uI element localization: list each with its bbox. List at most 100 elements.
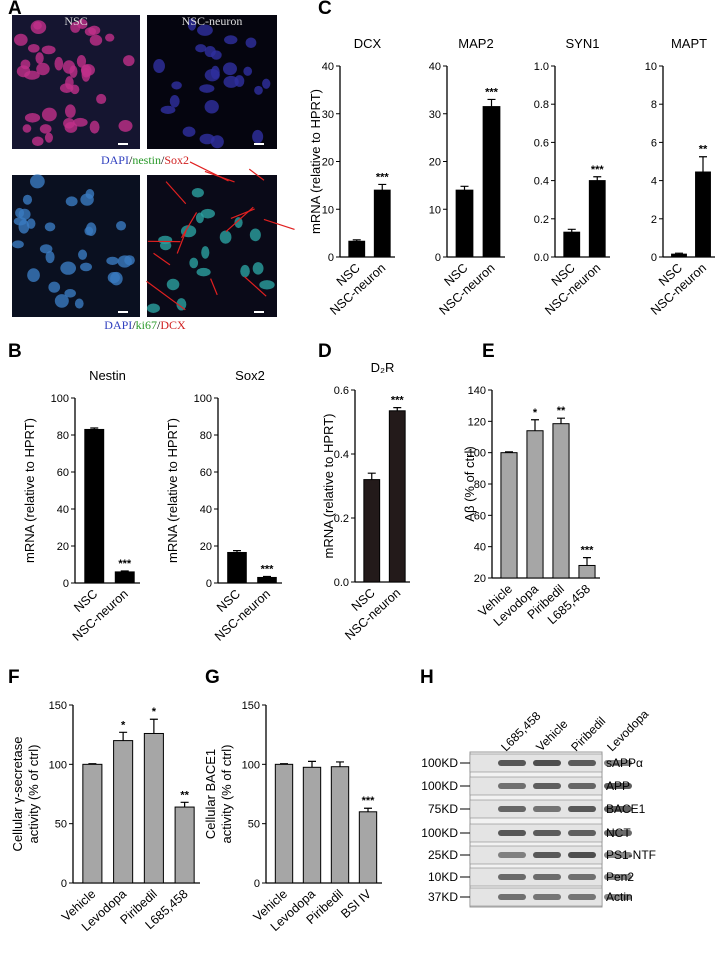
y-tick-label: 20 <box>200 541 212 553</box>
cell <box>76 54 87 68</box>
y-tick-label: 150 <box>242 700 260 712</box>
y-axis-label: mRNA (relative to HPRT) <box>165 418 180 563</box>
cell <box>14 33 28 46</box>
y-tick-label: 1.0 <box>534 61 549 73</box>
cell <box>105 33 115 42</box>
legend-part: Sox2 <box>164 153 189 167</box>
error-bar <box>280 763 288 765</box>
y-tick-label: 20 <box>322 157 334 169</box>
chart-title: D₂R <box>371 360 395 375</box>
cell <box>39 124 52 134</box>
y-tick-label: 80 <box>57 430 69 442</box>
legend-part: nestin <box>132 153 161 167</box>
y-tick-label: 40 <box>474 542 486 554</box>
band <box>533 783 561 789</box>
y-tick-label: 8 <box>651 99 657 111</box>
y-tick-label: 100 <box>49 759 67 771</box>
panel-label: D <box>318 341 332 362</box>
cell <box>85 222 97 237</box>
cell <box>118 120 133 132</box>
bar <box>588 180 606 258</box>
panel-label: G <box>205 667 220 688</box>
neurite <box>244 276 267 297</box>
cell <box>259 280 275 290</box>
band <box>568 894 596 900</box>
legend-part: / <box>161 153 165 167</box>
cell <box>153 59 165 73</box>
error-bar <box>557 417 565 424</box>
x-tick-label: NSC-neuron <box>212 587 273 644</box>
cell <box>89 120 100 134</box>
significance: *** <box>261 564 275 576</box>
band <box>533 806 561 812</box>
band <box>498 830 526 836</box>
cell <box>48 281 61 293</box>
band <box>568 874 596 880</box>
bar <box>526 430 544 579</box>
panel-label: B <box>8 341 22 362</box>
cell <box>44 222 56 232</box>
significance: * <box>121 719 126 731</box>
error-bar <box>487 98 496 107</box>
y-tick-label: 100 <box>242 759 260 771</box>
image-label: NSC-neuron <box>182 14 243 28</box>
legend-part: ki67 <box>136 318 157 332</box>
y-tick-label: 0 <box>61 878 67 890</box>
y-tick-label: 60 <box>200 467 212 479</box>
neurite <box>180 212 198 239</box>
y-tick-label: 10 <box>429 204 441 216</box>
bar <box>671 253 687 258</box>
y-tick-label: 0.4 <box>534 176 549 188</box>
cell <box>171 81 182 90</box>
y-axis-label: Cellular BACE1 <box>203 749 218 839</box>
cell <box>195 212 204 224</box>
cell <box>191 188 204 198</box>
neurite <box>248 168 265 181</box>
y-axis-label: mRNA (relative to HPRT) <box>308 89 323 234</box>
cell <box>249 228 261 242</box>
cell <box>195 44 207 53</box>
band <box>498 783 526 789</box>
marker-label: 25KD <box>428 848 458 862</box>
y-tick-label: 60 <box>474 510 486 522</box>
neurite <box>230 208 255 220</box>
lane-label: Levodopa <box>604 707 651 754</box>
cell <box>189 257 199 269</box>
cell <box>27 268 40 283</box>
chart-title: Nestin <box>89 368 126 383</box>
error-bar <box>505 451 513 453</box>
band <box>498 894 526 900</box>
cell <box>201 246 210 259</box>
y-tick-label: 150 <box>49 700 67 712</box>
significance: *** <box>591 164 605 176</box>
cell <box>45 250 55 264</box>
marker-label: 100KD <box>421 779 458 793</box>
cell <box>197 24 213 36</box>
error-bar <box>263 575 271 578</box>
cell <box>12 240 24 249</box>
cell <box>169 95 180 108</box>
cell <box>30 174 45 189</box>
neurite <box>263 218 295 230</box>
panel-label: E <box>482 341 495 362</box>
neurite <box>210 278 218 296</box>
cell <box>252 262 264 275</box>
bar <box>113 740 134 884</box>
cell <box>210 135 224 149</box>
marker-label: 10KD <box>428 870 458 884</box>
y-axis-label: activity (% of ctrl) <box>26 745 41 844</box>
cell <box>176 298 187 311</box>
bar <box>482 106 501 258</box>
band <box>604 806 632 812</box>
image-legend: DAPI/nestin/Sox2 <box>101 153 189 167</box>
cell <box>116 221 127 231</box>
bar <box>455 189 474 258</box>
panel-label: F <box>8 667 20 688</box>
y-tick-label: 0.6 <box>334 385 349 397</box>
band <box>533 894 561 900</box>
cell <box>210 50 222 60</box>
marker-label: 75KD <box>428 802 458 816</box>
panel-label: C <box>318 0 332 19</box>
micrograph <box>12 175 140 317</box>
